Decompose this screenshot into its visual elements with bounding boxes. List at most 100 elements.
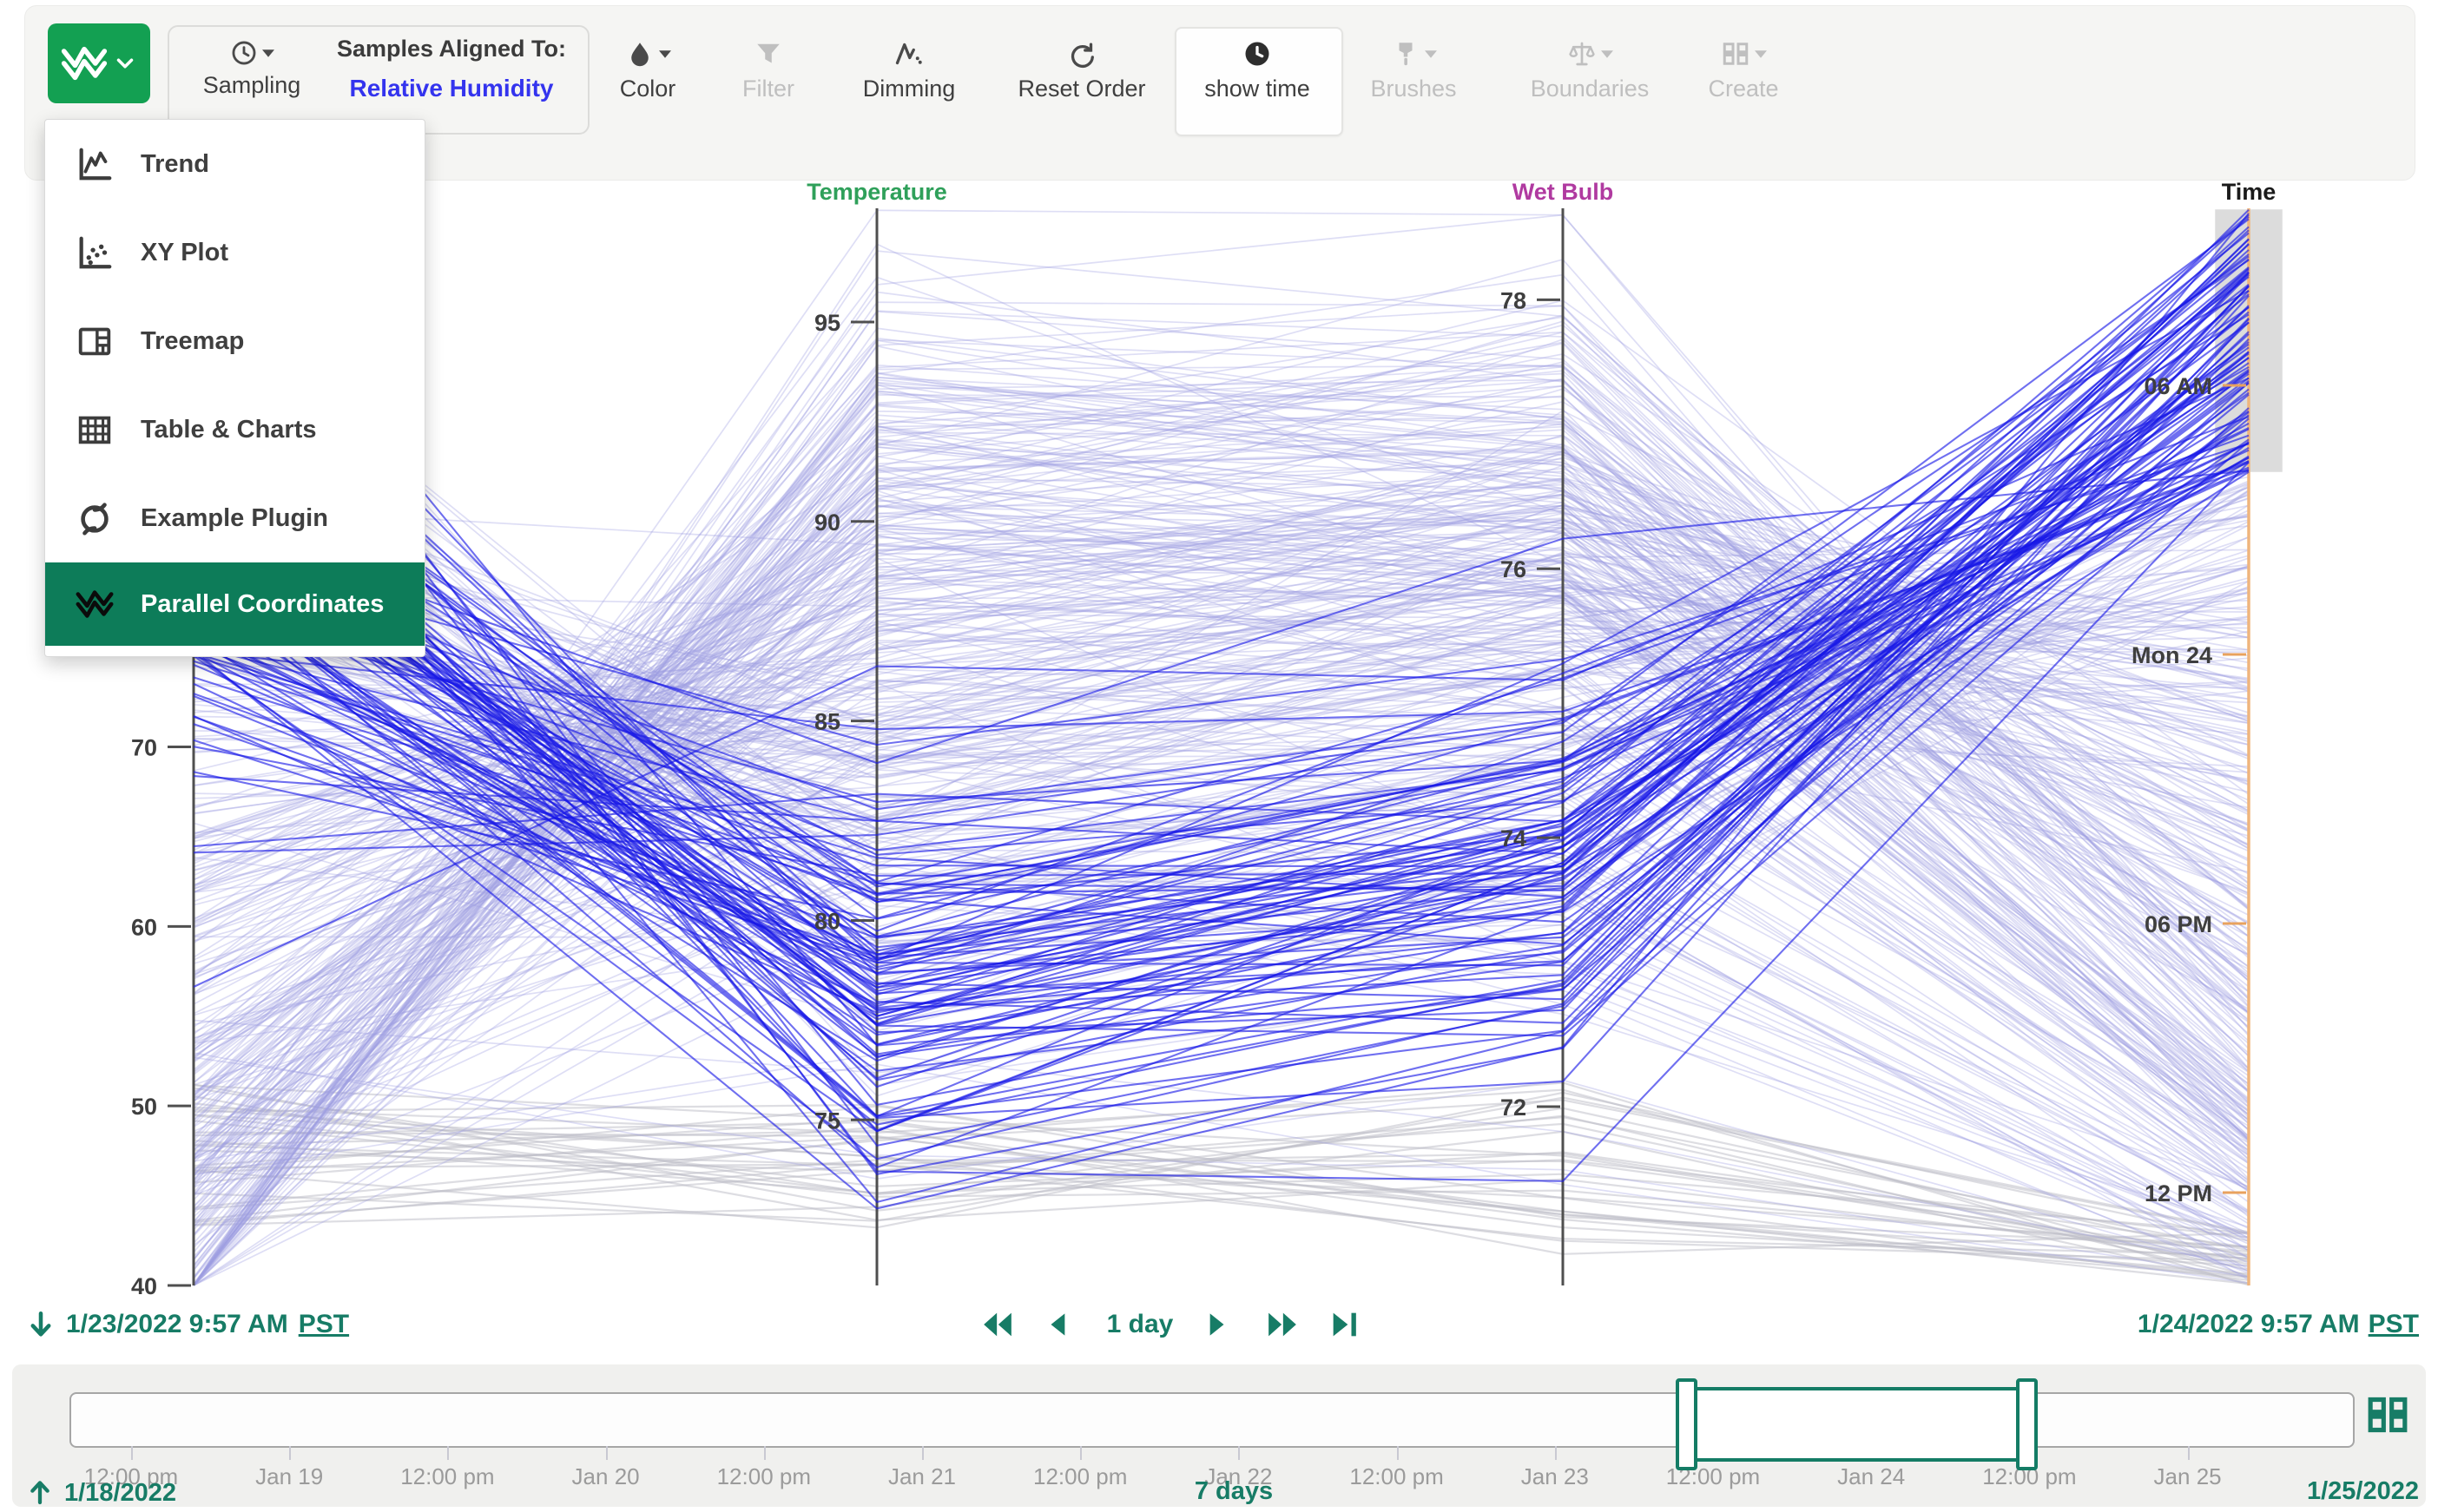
caret-down-icon [1425,49,1437,58]
timeline-tick-label: 12:00 pm [83,1463,179,1489]
axis-title-temperature: Temperature [807,179,947,205]
timeline-tickmark [447,1446,450,1460]
axis-tick-label: 74 [1500,825,1526,851]
plugin-dropdown-menu: Trend XY Plot Treemap Table & Charts Example… [44,119,425,657]
window-start-control: 1/23/2022 9:57 AM PST [26,1302,349,1347]
axis-tick-label: 80 [814,908,840,934]
menu-item-label: XY Plot [141,238,228,266]
toolbar-button-show-time[interactable]: show time [1181,32,1334,128]
dimming-icon [893,38,925,69]
timeline-range-end: 1/25/2022 [2307,1477,2419,1506]
balance-scale-icon [1566,38,1598,69]
toolbar-button-color[interactable]: Color [571,32,724,128]
range-span-label: 7 days [1194,1477,1274,1505]
step-forward-icon[interactable] [1199,1307,1237,1342]
axis-labels: 70 60 50 40 95 90 85 80 75 Temperature 78 76 74 72 Wet… [131,179,2276,1299]
axis-title-wetbulb: Wet Bulb [1512,179,1614,205]
toolbar-button-dimming[interactable]: Dimming [833,32,985,128]
timeline-tickmark [763,1446,766,1460]
toolbar-button-brushes[interactable]: Brushes [1337,32,1490,128]
selected-lines [193,208,2250,1210]
toolbar-button-label: Create [1708,76,1779,102]
toolbar-button-create[interactable]: Create [1667,32,1820,128]
timeline-brush[interactable] [1684,1387,2031,1462]
timeline-brush-handle-left[interactable] [1676,1378,1697,1470]
window-end-control: 1/24/2022 9:57 AM PST [2138,1302,2419,1347]
clock-icon [229,38,259,68]
parallel-coordinates-icon [60,39,109,88]
aligned-to-value[interactable]: Relative Humidity [349,75,554,102]
axis-tick-label: Mon 24 [2132,642,2212,668]
timeline-tick-label: Jan 23 [1520,1463,1589,1489]
toolbar-button-label: Dimming [862,76,956,102]
create-brush-icon [1720,38,1751,69]
window-end-datetime: 1/24/2022 9:57 AM [2137,1310,2360,1338]
axis-tick-label: 60 [131,914,157,940]
unselected-lines [193,209,2250,1286]
timeline-range-span: 7 days [1121,1477,1347,1506]
skip-to-end-icon[interactable] [1328,1307,1366,1342]
refresh-icon [1066,38,1097,69]
funnel-icon [753,38,784,69]
droplet-icon [624,38,656,69]
timeline-tick-label: Jan 21 [887,1463,957,1489]
toolbar-button-boundaries[interactable]: Boundaries [1513,32,1666,128]
aligned-to-label: Samples Aligned To: [336,36,567,62]
timeline-tick-label: 12:00 pm [1665,1463,1761,1489]
samples-aligned-control[interactable]: Samples Aligned To: Relative Humidity [321,36,582,102]
axis-tick-label: 06 AM [2144,373,2212,399]
axis-tick-label: 40 [131,1273,157,1299]
menu-item-label: Table & Charts [141,415,317,444]
fast-forward-icon[interactable] [1263,1307,1301,1342]
toolbar-button-label: Boundaries [1530,76,1650,102]
plugin-selector-button[interactable] [48,23,150,103]
timeline-tick-label: Jan 20 [571,1463,640,1489]
treemap-icon [75,321,115,361]
step-size-label[interactable]: 1 day [1106,1310,1174,1338]
axis-tick-label: 72 [1500,1095,1526,1121]
timeline-tick-label: Jan 24 [1837,1463,1906,1489]
menu-item-trend[interactable]: Trend [45,120,425,208]
axis-tick-label: 76 [1500,556,1526,582]
caret-down-icon [1601,49,1613,58]
toolbar-button-label: Reset Order [1018,76,1146,102]
axis-tick-label: 85 [814,709,840,735]
window-start-timezone-link[interactable]: PST [298,1310,350,1338]
window-end-timezone-link[interactable]: PST [2368,1310,2419,1338]
menu-item-parallel-coordinates[interactable]: Parallel Coordinates [45,562,425,646]
timeline-tick-label: Jan 25 [2153,1463,2222,1489]
step-back-icon[interactable] [1043,1307,1081,1342]
axis-tick-label: 50 [131,1094,157,1120]
range-start-date: 1/18/2022 [64,1478,177,1507]
rewind-icon[interactable] [978,1307,1017,1342]
axis-tick-label: 78 [1500,287,1526,313]
arrow-down-icon[interactable] [26,1307,56,1342]
menu-item-example-plugin[interactable]: Example Plugin [45,474,425,562]
axis-title-time: Time [2222,179,2277,205]
caret-down-icon [1755,49,1767,58]
axis-tick-label: 06 PM [2145,911,2212,937]
timeline-tick-label: Jan 19 [255,1463,324,1489]
axis-tick-label: 75 [814,1108,840,1134]
timeline-tickmark [1396,1446,1399,1460]
timeline-brush-handle-right[interactable] [2016,1378,2038,1470]
sampling-button[interactable]: Sampling [187,34,317,99]
arrow-up-icon[interactable] [26,1476,56,1510]
window-start-datetime: 1/23/2022 9:57 AM [66,1310,288,1338]
menu-item-treemap[interactable]: Treemap [45,297,425,385]
toolbar-button-label: Color [619,76,676,102]
timeline-tick-label: 12:00 pm [716,1463,811,1489]
paint-brush-icon [1390,38,1421,69]
menu-item-label: Parallel Coordinates [141,589,385,618]
menu-item-xy-plot[interactable]: XY Plot [45,208,425,297]
toolbar-button-reset-order[interactable]: Reset Order [1005,32,1158,128]
create-brush-icon[interactable] [2363,1390,2412,1439]
parallel-coordinates-icon [75,584,115,624]
menu-item-table-charts[interactable]: Table & Charts [45,385,425,474]
axis-tick-label: 95 [814,310,840,336]
timeline-tickmark [1554,1446,1557,1460]
timeline-tick-label: 12:00 pm [1032,1463,1128,1489]
toolbar-button-filter[interactable]: Filter [692,32,845,128]
